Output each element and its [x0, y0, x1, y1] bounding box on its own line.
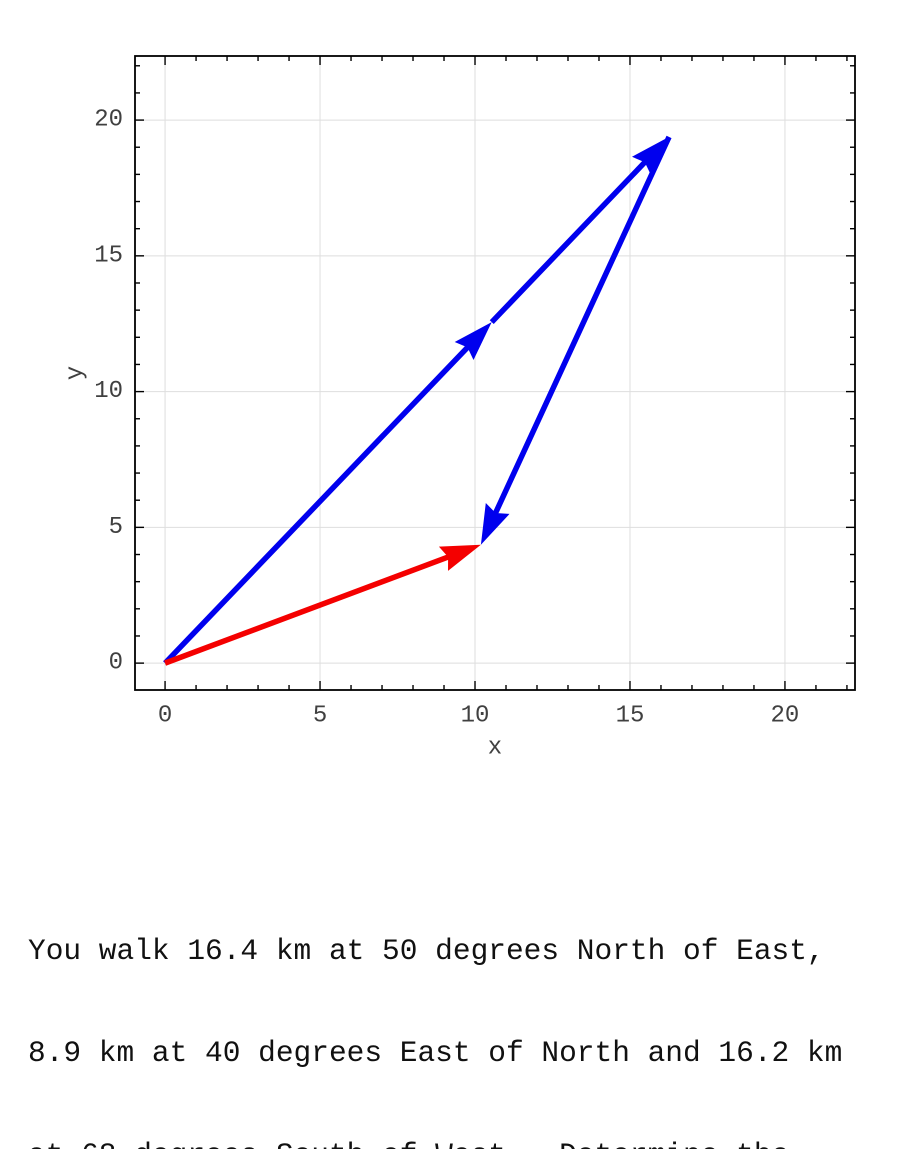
vector-arrowhead-leg-2 [632, 136, 669, 175]
question-line-1: You walk 16.4 km at 50 degrees North of … [28, 934, 825, 968]
x-tick-label: 5 [313, 703, 327, 730]
y-tick-label: 5 [109, 514, 123, 541]
vector-shaft-leg-3 [492, 135, 672, 516]
plot-frame [134, 55, 856, 691]
vector-plot-canvas: 0 5 10 15 20 0 5 10 15 20 x y [63, 55, 856, 762]
question-line-3: at 68 degrees South of West. Determine t… [28, 1138, 878, 1149]
y-tick-label: 15 [94, 242, 123, 269]
vector-shaft-leg-1 [163, 344, 471, 666]
question-line-2: 8.9 km at 40 degrees East of North and 1… [28, 1036, 843, 1070]
vector-plot-figure: 0 5 10 15 20 0 5 10 15 20 x y [63, 55, 856, 762]
question-text: You walk 16.4 km at 50 degrees North of … [28, 866, 878, 1149]
x-tick-label: 0 [158, 703, 172, 730]
x-tick-label: 10 [461, 703, 490, 730]
vector-shaft-resultant [164, 553, 451, 666]
x-tick-label: 15 [616, 703, 645, 730]
y-axis-label: y [63, 366, 90, 380]
x-tick-label: 20 [771, 703, 800, 730]
vector-arrowhead-resultant [438, 544, 481, 571]
y-tick-label: 0 [109, 650, 123, 677]
vector-shaft-leg-2 [489, 158, 649, 324]
vector-arrowhead-leg-1 [454, 322, 492, 360]
x-axis-label: x [488, 735, 502, 762]
y-tick-label: 10 [94, 378, 123, 405]
vector-arrowhead-leg-3 [480, 503, 510, 545]
y-tick-label: 20 [94, 107, 123, 134]
